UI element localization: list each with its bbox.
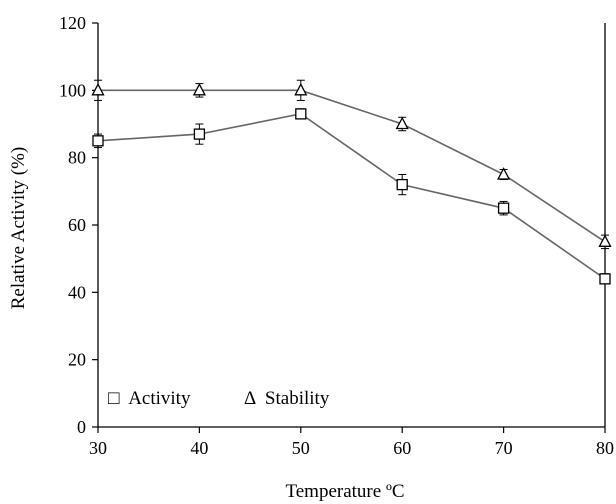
legend-label-stability: Stability: [265, 388, 330, 409]
series-activity: [92, 108, 611, 285]
x-axis-ticks: 30 40 50 60 70 80: [89, 427, 614, 458]
y-tick-label-100: 100: [59, 80, 86, 100]
x-axis-label: Temperature ºC: [285, 481, 404, 502]
point-activity-70: [497, 202, 510, 214]
legend-symbol-stability: Δ: [244, 388, 256, 409]
legend-item-activity: □ Activity: [108, 388, 191, 409]
y-tick-label-0: 0: [77, 417, 86, 437]
legend-item-stability: Δ Stability: [244, 388, 330, 409]
point-activity-80: [599, 273, 611, 285]
point-stability-30: [91, 82, 105, 96]
y-tick-label-120: 120: [59, 13, 86, 33]
y-tick-label-60: 60: [68, 215, 86, 235]
point-activity-40: [193, 128, 206, 140]
x-tick-label-50: 50: [292, 438, 310, 458]
point-activity-50: [295, 108, 307, 120]
legend-label-activity: Activity: [128, 388, 191, 409]
x-tick-label-30: 30: [89, 438, 107, 458]
x-tick-label-60: 60: [393, 438, 411, 458]
x-tick-label-80: 80: [596, 438, 614, 458]
point-stability-60: [395, 116, 409, 130]
y-axis-label: Relative Activity (%): [8, 147, 29, 310]
point-activity-30: [92, 135, 104, 147]
series-line-stability: [98, 89, 606, 243]
point-stability-40: [192, 82, 206, 96]
legend: □ Activity Δ Stability: [108, 388, 330, 409]
point-stability-70: [497, 167, 511, 180]
series-stability: [91, 79, 612, 250]
point-stability-50: [294, 82, 308, 96]
point-stability-80: [598, 234, 612, 247]
legend-symbol-activity: □: [108, 388, 120, 409]
y-tick-label-20: 20: [68, 350, 86, 370]
x-tick-label-70: 70: [495, 438, 513, 458]
point-activity-60: [396, 178, 408, 191]
series-line-activity: [97, 113, 606, 280]
y-axis-ticks: 0 20 40 60 80 100 120: [59, 13, 98, 437]
series-layer: [91, 79, 612, 285]
y-tick-label-40: 40: [68, 282, 86, 302]
y-tick-label-80: 80: [68, 148, 86, 168]
x-tick-label-40: 40: [190, 438, 208, 458]
